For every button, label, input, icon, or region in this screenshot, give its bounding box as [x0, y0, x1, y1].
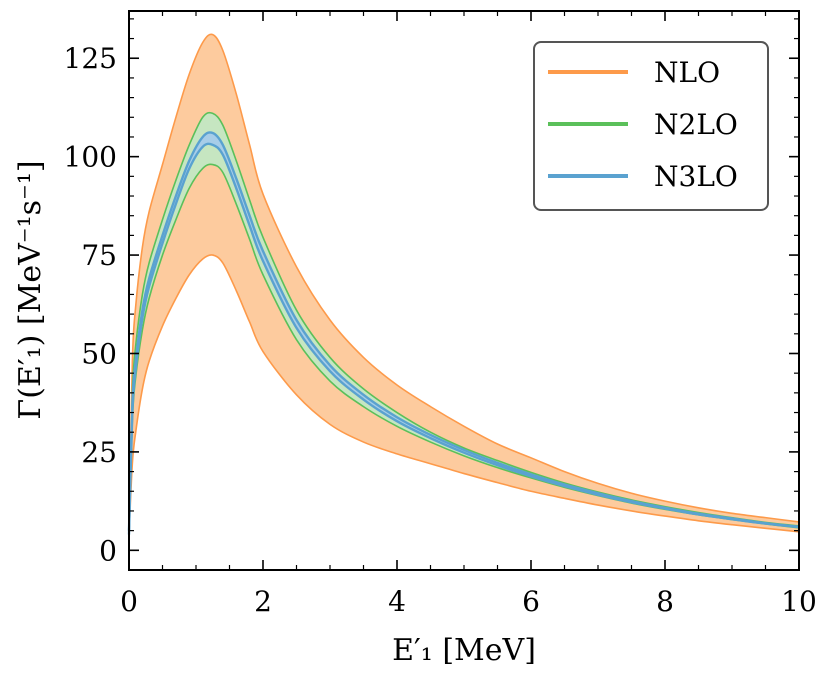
y-axis-label: Γ(E′₁) [MeV⁻¹s⁻¹]	[13, 160, 48, 419]
x-tick-label: 0	[120, 585, 138, 618]
y-tick-label: 75	[81, 239, 117, 272]
y-tick-label: 25	[81, 436, 117, 469]
y-tick-label: 100	[64, 141, 117, 174]
x-tick-label: 8	[656, 585, 674, 618]
legend-label-nlo: NLO	[654, 56, 720, 89]
y-tick-label: 0	[99, 534, 117, 567]
line-nlo-lower	[128, 254, 800, 535]
line-n3lo-lower	[127, 142, 800, 535]
legend-box	[533, 41, 769, 211]
legend-label-n2lo: N2LO	[654, 108, 738, 141]
x-tick-label: 10	[781, 585, 817, 618]
lines-layer	[127, 33, 800, 535]
line-nlo-upper	[128, 33, 800, 531]
band-nlo	[129, 34, 799, 535]
y-tick-label: 125	[64, 42, 117, 75]
legend: NLO N2LO N3LO	[533, 41, 769, 211]
ticks-layer	[128, 11, 800, 571]
x-tick-label: 4	[388, 585, 406, 618]
legend-label-n3lo: N3LO	[654, 160, 738, 193]
x-tick-label: 6	[522, 585, 540, 618]
x-tick-label: 2	[254, 585, 272, 618]
y-tick-label: 50	[81, 337, 117, 370]
x-axis-label: E′₁ [MeV]	[392, 633, 536, 668]
